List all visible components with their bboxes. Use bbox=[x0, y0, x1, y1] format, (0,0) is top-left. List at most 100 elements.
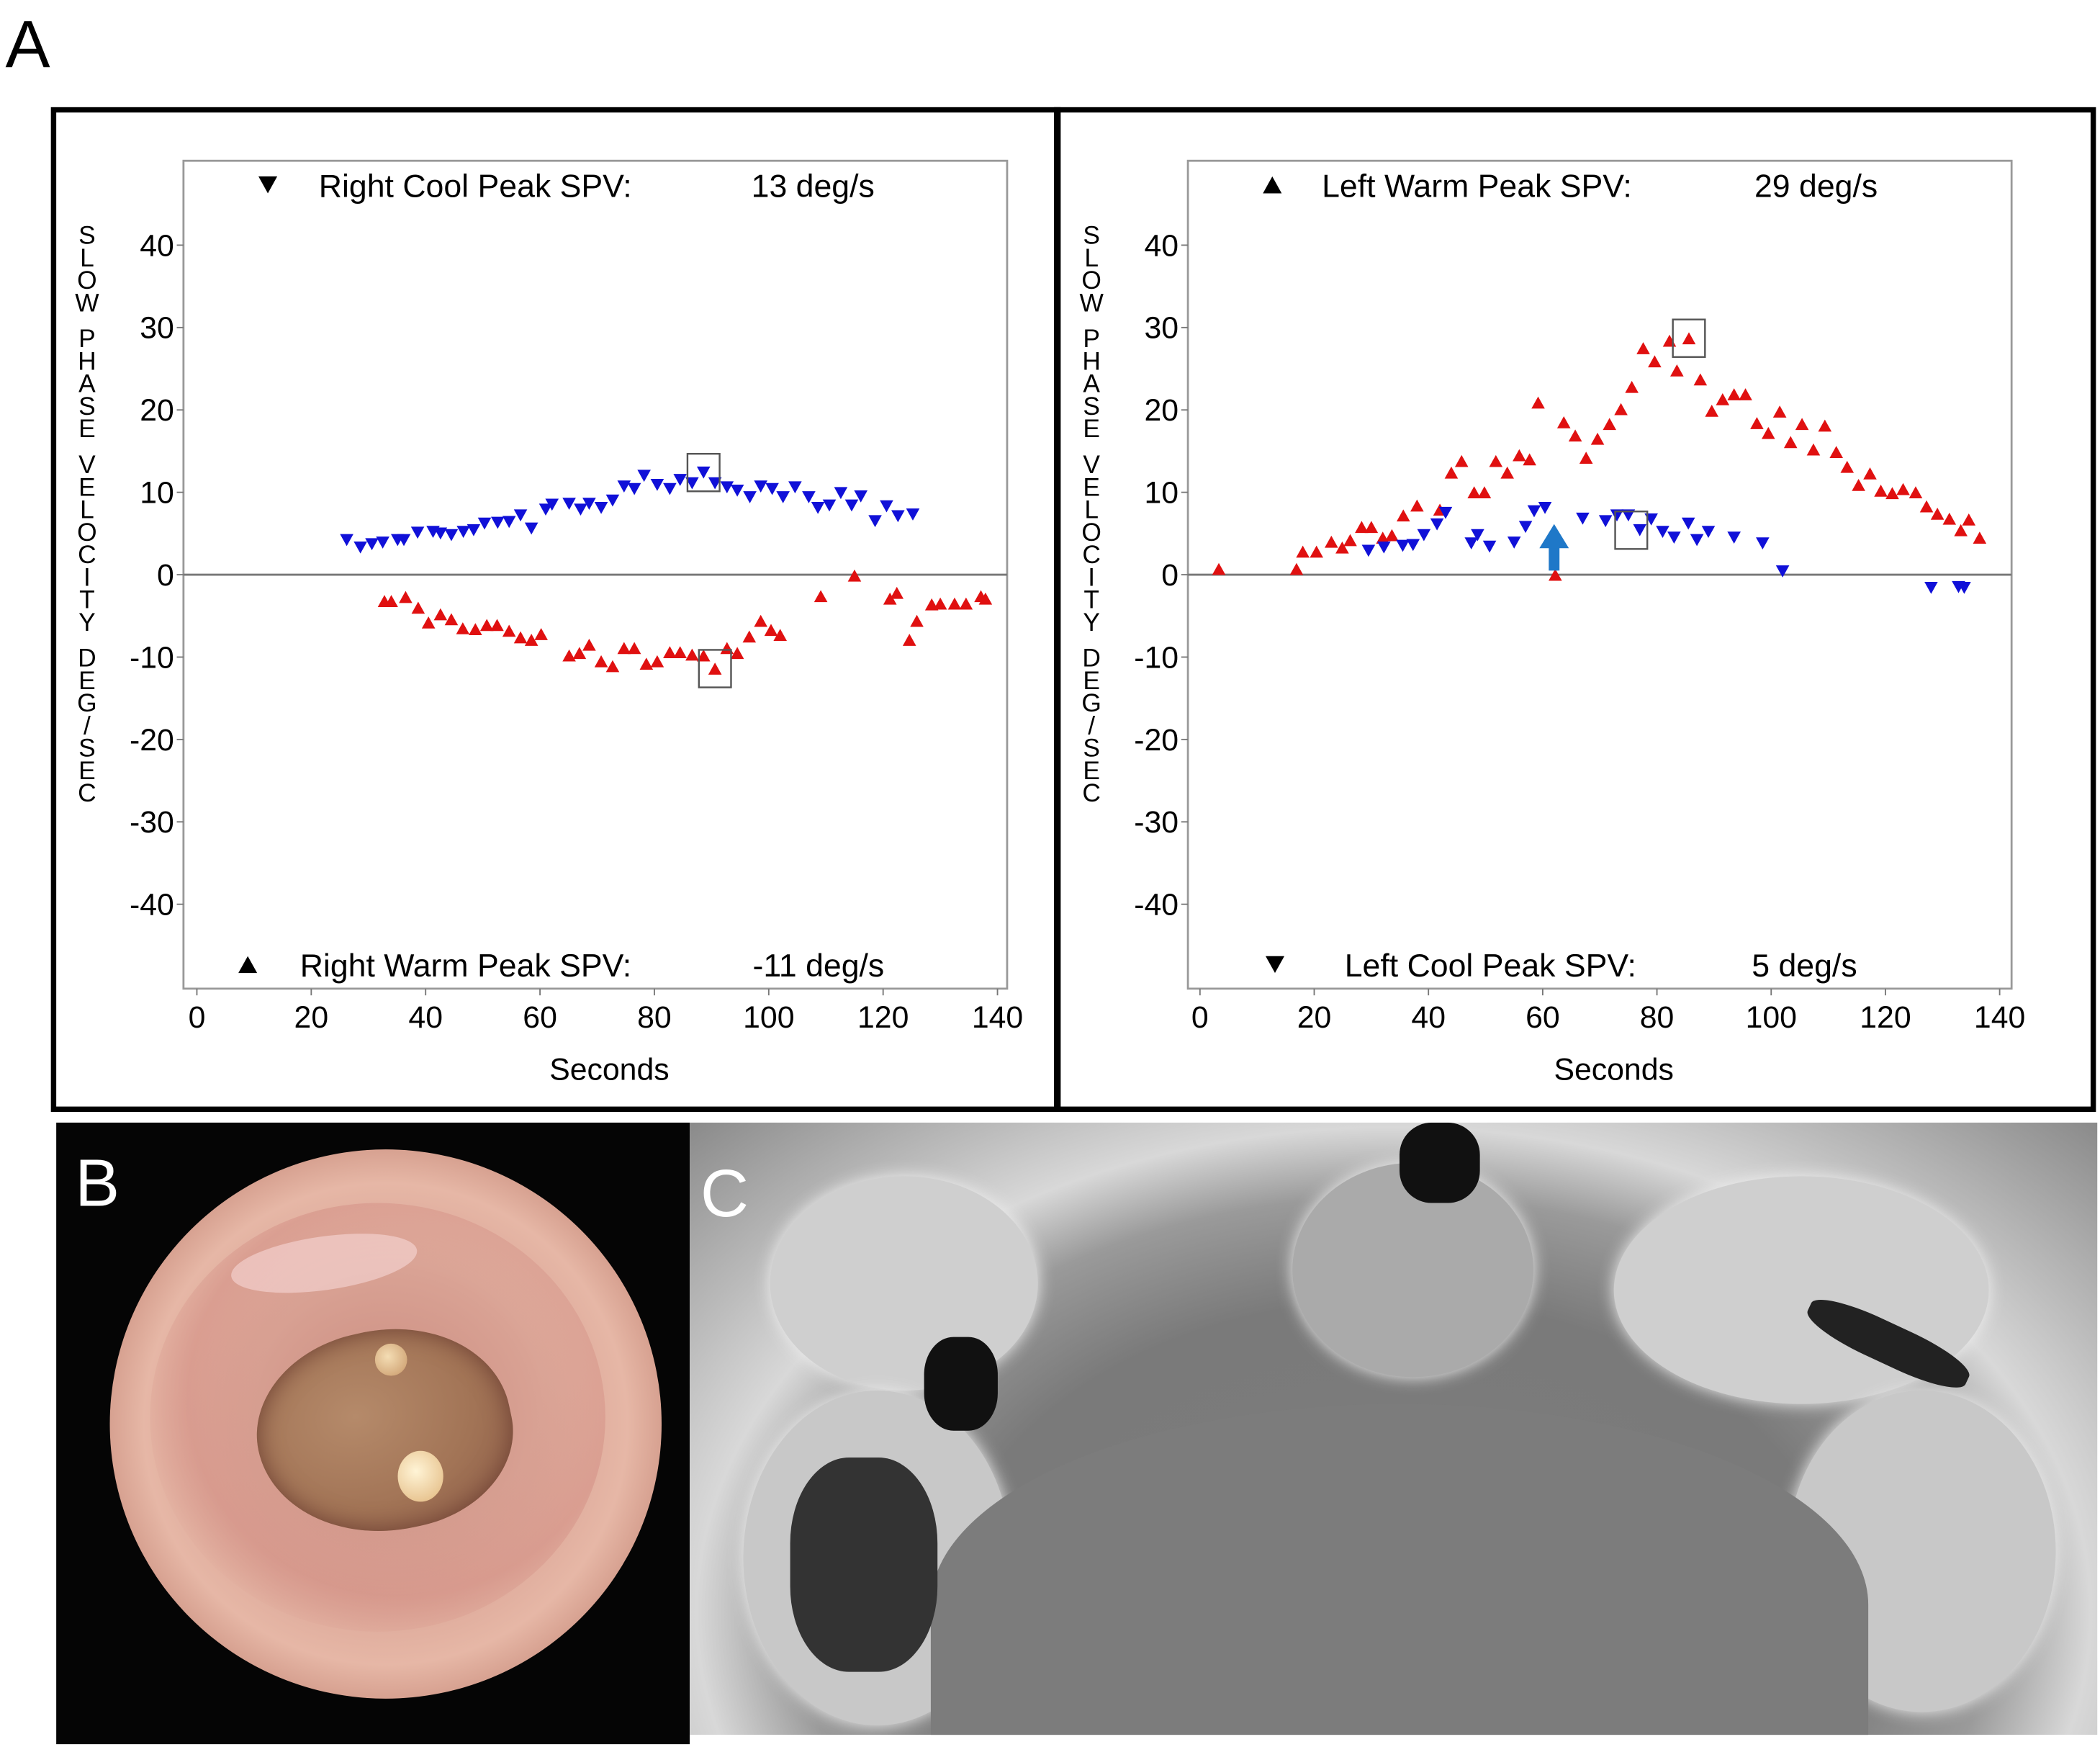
data-point bbox=[802, 491, 816, 503]
data-point bbox=[353, 541, 367, 554]
data-point bbox=[1756, 537, 1770, 549]
cholesteatoma-pearl bbox=[397, 1450, 443, 1502]
x-tick-label: 120 bbox=[1860, 1000, 1911, 1035]
data-point bbox=[1739, 388, 1752, 400]
ct-air bbox=[1400, 1122, 1480, 1203]
data-point bbox=[1648, 355, 1662, 368]
data-point bbox=[1681, 517, 1695, 530]
data-point bbox=[469, 623, 482, 635]
data-point bbox=[605, 660, 620, 673]
data-point bbox=[1489, 454, 1503, 467]
data-point bbox=[562, 498, 576, 511]
data-point bbox=[1621, 509, 1636, 522]
data-point bbox=[1662, 334, 1677, 347]
data-point bbox=[773, 629, 788, 641]
data-point bbox=[1576, 512, 1590, 525]
data-point bbox=[1682, 332, 1696, 345]
y-tick-label: -20 bbox=[130, 723, 174, 758]
data-point bbox=[574, 503, 587, 516]
data-point bbox=[1690, 534, 1704, 547]
data-point bbox=[1325, 535, 1338, 548]
data-point bbox=[1795, 418, 1809, 431]
data-point bbox=[617, 480, 631, 493]
y-tick-label: -10 bbox=[1134, 640, 1179, 675]
x-tick-label: 80 bbox=[1640, 1000, 1675, 1035]
y-tick-label: -40 bbox=[1134, 888, 1179, 922]
data-point bbox=[978, 592, 993, 605]
data-point bbox=[444, 529, 459, 542]
data-point bbox=[1335, 541, 1349, 554]
data-point bbox=[868, 515, 882, 528]
data-point bbox=[1568, 429, 1582, 442]
data-point bbox=[1909, 486, 1923, 499]
data-point bbox=[708, 663, 722, 675]
data-point bbox=[890, 586, 904, 599]
data-point bbox=[1556, 416, 1571, 428]
ct-bone bbox=[770, 1176, 1038, 1391]
data-point bbox=[1874, 485, 1888, 497]
y-tick-label: -40 bbox=[130, 888, 174, 922]
data-point bbox=[743, 491, 757, 503]
data-point bbox=[456, 526, 470, 538]
data-point bbox=[1942, 512, 1957, 525]
data-point bbox=[399, 590, 413, 603]
data-point bbox=[1761, 426, 1775, 439]
data-point bbox=[637, 470, 651, 482]
data-point bbox=[673, 646, 687, 658]
x-tick-label: 120 bbox=[857, 1000, 909, 1035]
ct-bone bbox=[1292, 1162, 1534, 1378]
data-point bbox=[1614, 403, 1628, 416]
data-point bbox=[730, 647, 744, 660]
data-point bbox=[477, 517, 492, 530]
data-point bbox=[1957, 582, 1971, 594]
data-point bbox=[814, 590, 828, 603]
data-point bbox=[456, 622, 470, 634]
panel-c-ct-image: C bbox=[690, 1122, 2098, 1735]
data-point bbox=[685, 648, 699, 661]
data-point bbox=[1364, 521, 1379, 534]
chart-right-ear: Right Cool Peak SPV: 13 deg/s Right Warm… bbox=[75, 159, 1023, 1087]
y-tick-label: 30 bbox=[140, 311, 174, 346]
chart-left-ear: Left Warm Peak SPV: 29 deg/s Left Cool P… bbox=[1079, 159, 2025, 1087]
data-point bbox=[1377, 541, 1391, 554]
data-point bbox=[663, 482, 677, 495]
data-point bbox=[1385, 529, 1399, 542]
data-point bbox=[1598, 515, 1613, 528]
data-point bbox=[410, 526, 425, 539]
panel-label-c: C bbox=[700, 1156, 749, 1231]
x-tick-label: 40 bbox=[408, 1000, 443, 1035]
data-point bbox=[365, 538, 379, 551]
data-point bbox=[764, 624, 778, 637]
peak-box bbox=[1672, 318, 1706, 358]
data-point bbox=[421, 616, 436, 629]
y-tick-label: 10 bbox=[1144, 476, 1179, 511]
data-point bbox=[891, 510, 905, 523]
data-point bbox=[524, 634, 538, 646]
data-point bbox=[1924, 582, 1938, 594]
chart-footer-value: -11 deg/s bbox=[752, 948, 884, 984]
legend-marker-icon bbox=[1263, 176, 1282, 194]
data-point bbox=[1343, 534, 1357, 547]
data-point bbox=[788, 481, 802, 494]
panel-label-b: B bbox=[75, 1145, 120, 1221]
chart-footer-label: Right Warm Peak SPV: bbox=[300, 948, 631, 984]
data-point bbox=[1438, 506, 1453, 519]
data-point bbox=[811, 502, 825, 514]
data-point bbox=[1518, 521, 1533, 534]
y-tick-label: 20 bbox=[1144, 393, 1179, 428]
y-tick-label: -10 bbox=[130, 640, 174, 675]
ct-posterior-fossa bbox=[930, 1404, 1869, 1735]
data-point bbox=[910, 614, 924, 627]
ct-middle-ear-air bbox=[924, 1337, 998, 1431]
data-point bbox=[1610, 509, 1624, 522]
data-point bbox=[1656, 526, 1669, 538]
data-point bbox=[433, 527, 448, 540]
data-point bbox=[1212, 562, 1226, 575]
data-point bbox=[545, 498, 559, 511]
arrow-up-icon bbox=[1539, 524, 1569, 549]
data-point bbox=[639, 657, 654, 670]
data-point bbox=[854, 490, 868, 503]
ct-mastoid-air bbox=[790, 1458, 938, 1672]
data-point bbox=[513, 509, 528, 522]
